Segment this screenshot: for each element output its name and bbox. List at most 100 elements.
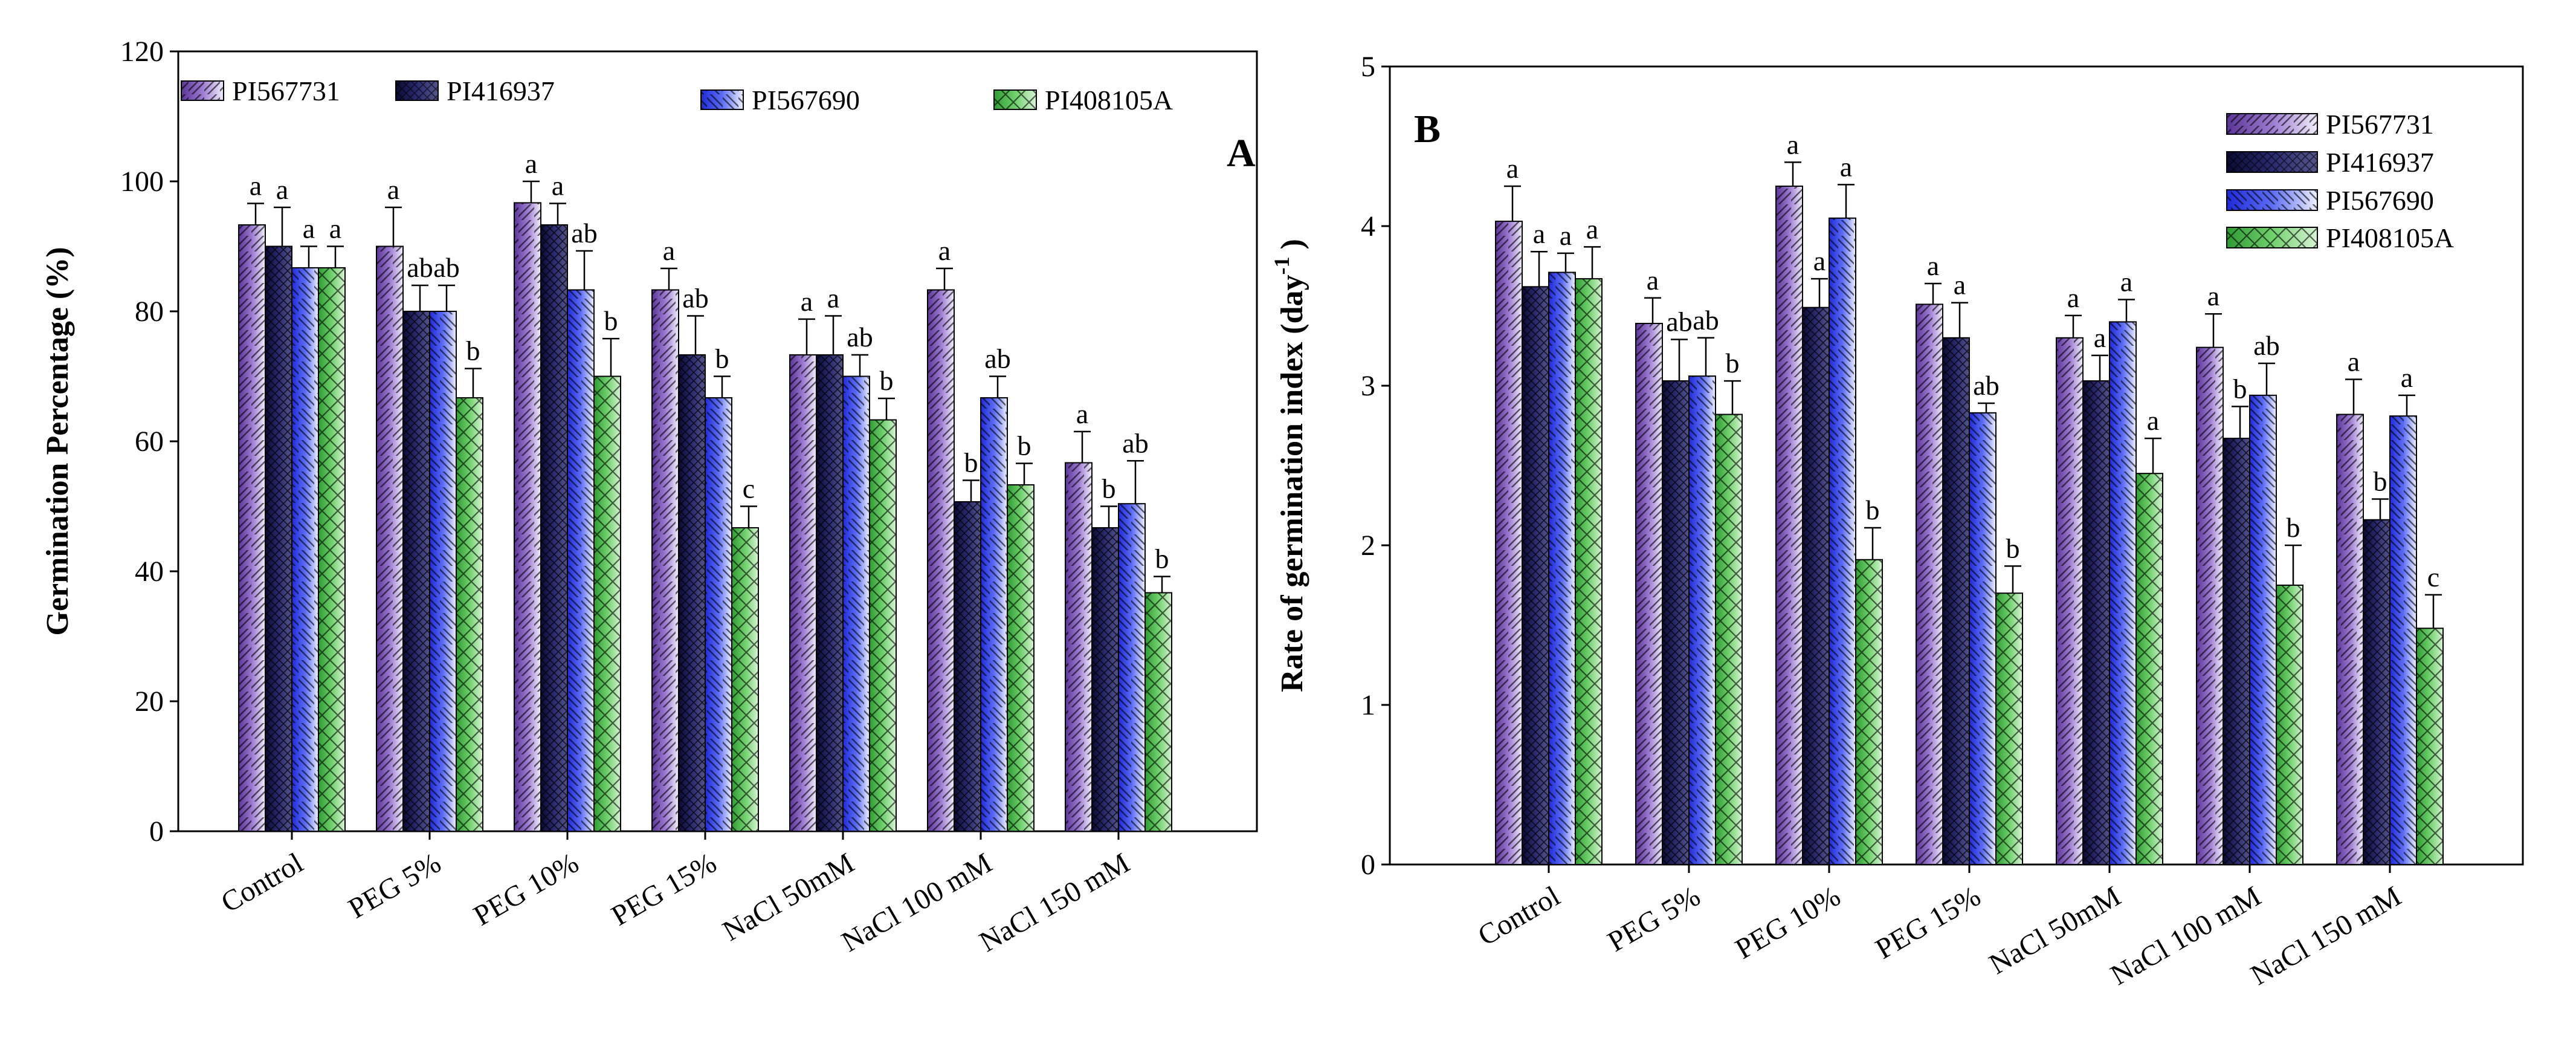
significance-letter: a: [1076, 398, 1088, 429]
bar-hatch: [1145, 592, 1172, 831]
significance-letter: ab: [1666, 306, 1692, 337]
y-tick-label: 3: [1361, 370, 1375, 402]
bar-hatch: [1636, 323, 1662, 864]
y-axis-label-superscript: -1: [1270, 256, 1294, 274]
y-tick-label: 120: [120, 36, 164, 68]
y-tick-label: 100: [120, 166, 164, 198]
y-tick-label: 1: [1361, 689, 1375, 721]
y-tick-label: 4: [1361, 210, 1375, 242]
significance-letter: ab: [1973, 370, 1999, 401]
significance-letter: a: [2067, 282, 2079, 313]
significance-letter: b: [2233, 373, 2247, 404]
y-axis-label: Germination Percentage (%): [40, 247, 75, 635]
significance-letter: b: [1726, 348, 1740, 378]
bar-hatch: [2363, 519, 2390, 864]
bar-hatch: [1065, 462, 1092, 831]
significance-letter: a: [1586, 213, 1598, 244]
bar-hatch: [292, 267, 318, 832]
bar-hatch: [239, 225, 265, 831]
bar-hatch: [1803, 307, 1829, 864]
significance-letter: a: [2348, 346, 2360, 377]
bar-hatch: [1829, 218, 1856, 864]
bar-hatch: [1716, 414, 1742, 864]
bar-hatch: [2056, 337, 2083, 864]
bar-hatch: [1007, 485, 1034, 831]
significance-letter: ab: [433, 252, 459, 283]
significance-letter: b: [1155, 543, 1169, 574]
legend-swatch-hatch: [994, 90, 1036, 109]
category-label: NaCl 150 mM: [974, 847, 1135, 959]
y-tick-label: 5: [1361, 51, 1375, 83]
y-tick-label: 0: [1361, 849, 1375, 881]
legend-label: PI567690: [2326, 185, 2434, 216]
significance-letter: ab: [1122, 427, 1148, 458]
significance-letter: b: [715, 343, 729, 374]
legend-label: PI567731: [2326, 109, 2434, 140]
category-label: PEG 10%: [468, 847, 584, 932]
significance-letter: a: [2401, 362, 2413, 393]
bar-hatch: [376, 246, 403, 831]
bar-hatch: [1549, 272, 1575, 864]
bar-hatch: [652, 290, 679, 831]
bar-hatch: [514, 203, 541, 832]
bar-hatch: [2337, 414, 2363, 864]
bar-hatch: [2276, 585, 2303, 864]
legend-swatch-hatch: [2227, 152, 2317, 172]
significance-letter: a: [387, 174, 399, 205]
panel-letter: B: [1414, 107, 1441, 151]
legend-swatch-hatch: [181, 81, 224, 100]
significance-letter: ab: [571, 218, 597, 248]
y-axis-label: Rate of germination index (day-1): [1270, 239, 1309, 692]
legend-swatch-hatch: [2227, 190, 2317, 210]
significance-letter: b: [964, 447, 978, 478]
legend-label: PI416937: [447, 76, 555, 106]
category-label: Control: [1473, 880, 1566, 952]
bar-hatch: [2083, 381, 2110, 864]
bar-hatch: [1522, 287, 1549, 864]
significance-letter: a: [1927, 250, 1939, 281]
category-label: NaCl 50mM: [1984, 880, 2126, 981]
legend-swatch-hatch: [2227, 227, 2317, 248]
bar-hatch: [954, 501, 981, 831]
category-label: PEG 5%: [343, 847, 447, 925]
y-axis-label-main: Rate of germination index (day: [1275, 274, 1309, 692]
legend-swatch-hatch: [701, 90, 743, 109]
significance-letter: b: [2006, 533, 2020, 563]
significance-letter: c: [743, 473, 755, 504]
bar-hatch: [981, 397, 1007, 831]
significance-letter: b: [880, 365, 894, 396]
y-tick-label: 2: [1361, 530, 1375, 562]
significance-letter: a: [1560, 220, 1572, 251]
legend-swatch-hatch: [2227, 114, 2317, 134]
bar-hatch: [790, 355, 816, 831]
legend-swatch-hatch: [396, 81, 438, 100]
bar-hatch: [403, 311, 430, 831]
significance-letter: ab: [984, 343, 1010, 374]
significance-letter: a: [276, 174, 288, 205]
bar-hatch: [567, 290, 594, 831]
significance-letter: a: [525, 148, 537, 179]
bar-hatch: [870, 420, 896, 831]
bar-hatch: [1092, 527, 1119, 831]
significance-letter: b: [466, 336, 480, 366]
bar-hatch: [732, 527, 758, 831]
bar-hatch: [318, 267, 345, 832]
bar-hatch: [2250, 395, 2276, 864]
significance-letter: a: [1506, 153, 1519, 184]
y-tick-label: 20: [135, 686, 164, 718]
significance-letter: a: [827, 283, 839, 314]
legend-label: PI416937: [2326, 147, 2434, 178]
panel-letter: A: [1227, 131, 1256, 175]
significance-letter: a: [1787, 129, 1799, 160]
category-label: PEG 10%: [1730, 880, 1846, 965]
bar-hatch: [594, 376, 621, 831]
bar-hatch: [2416, 628, 2443, 864]
bar-hatch: [1943, 337, 1969, 864]
bar-hatch: [2197, 347, 2223, 864]
category-label: Control: [216, 847, 309, 919]
y-tick-label: 0: [149, 816, 164, 848]
bar-hatch: [816, 355, 843, 831]
bar-hatch: [2390, 416, 2416, 864]
bar-hatch: [1662, 381, 1689, 864]
